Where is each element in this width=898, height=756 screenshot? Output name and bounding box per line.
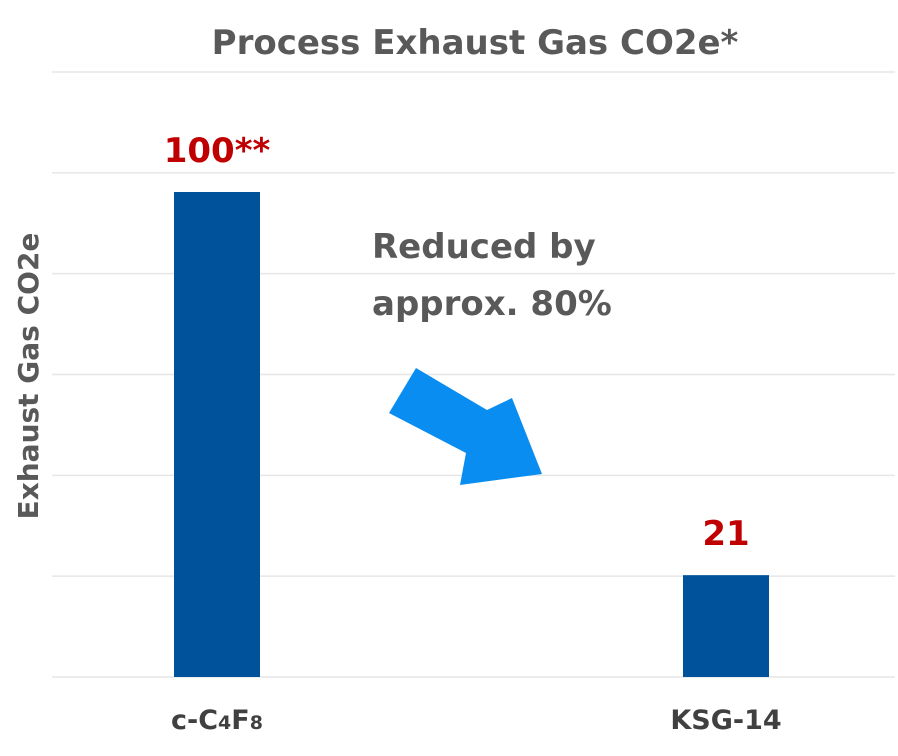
annotation-line-2: approx. 80% — [372, 284, 612, 324]
annotation-line-1: Reduced by — [372, 227, 596, 267]
bars — [174, 192, 769, 677]
x-tick-label: c-C4F8 — [171, 705, 263, 736]
data-label: 21 — [702, 514, 749, 554]
x-tick-labels: c-C4F8 KSG-14 — [171, 705, 782, 736]
data-label: 100** — [164, 131, 271, 171]
chart-title: Process Exhaust Gas CO2e* — [212, 23, 739, 63]
bar — [174, 192, 260, 677]
bar — [683, 575, 769, 677]
y-axis-title: Exhaust Gas CO2e — [12, 233, 45, 520]
annotation: Reduced by approx. 80% — [372, 227, 612, 324]
x-tick-label: KSG-14 — [670, 705, 781, 736]
reduction-arrow-icon — [389, 368, 542, 485]
data-labels: 100** 21 — [164, 131, 750, 554]
